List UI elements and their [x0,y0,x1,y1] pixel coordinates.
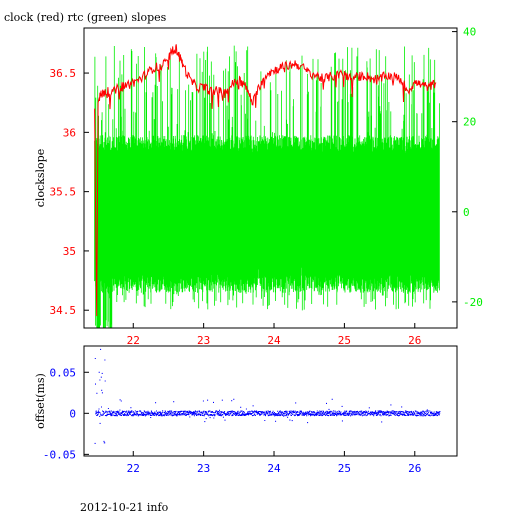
offset-axes: 22 23 24 25 26 -0.05 0 0.05 [43,366,422,475]
slopes-plot: 22 23 24 25 26 34.5 35 35.5 36 36.5 -20 0 20 40 clock… [34,26,483,347]
offset-xtick-label: 24 [267,462,281,475]
offset-xtick-label: 22 [127,462,140,475]
clock-series [94,44,437,317]
offset-ytick-label: -0.05 [43,448,76,461]
slopes-ytick-label: 34.5 [50,304,77,317]
slopes-ytick-label: 35.5 [50,186,77,199]
slopes-y2tick-label: 40 [463,26,476,39]
slopes-ytick-label: 35 [63,245,76,258]
rtc-series [94,45,440,328]
offset-series [94,348,441,444]
offset-xtick-label: 23 [197,462,210,475]
offset-xtick-label: 25 [338,462,351,475]
slopes-plot-frame [83,27,458,329]
slopes-y2tick-label: 0 [463,206,470,219]
slopes-xtick-label: 24 [267,334,281,347]
offset-xtick-label: 26 [408,462,421,475]
slopes-xtick-label: 22 [127,334,140,347]
offset-ylabel: offset(ms) [34,373,47,429]
rtc-noise [94,45,440,328]
offset-points [94,348,441,444]
slopes-y2tick-label: 20 [463,116,476,129]
offset-ytick-label: 0 [69,407,76,420]
slopes-axes: 22 23 24 25 26 34.5 35 35.5 36 36.5 -20 0 20 40 [50,26,483,347]
chart-title: clock (red) rtc (green) slopes [4,11,167,24]
slopes-ylabel: clockslope [34,149,47,207]
offset-plot-frame [83,345,458,457]
slopes-y2tick-label: -20 [463,296,483,309]
footer-date: 2012-10-21 info [80,501,169,512]
offset-ytick-label: 0.05 [50,366,77,379]
slopes-xtick-label: 26 [408,334,421,347]
slopes-xtick-label: 23 [197,334,210,347]
offset-plot: 22 23 24 25 26 -0.05 0 0.05 offset(ms) [34,345,458,475]
slopes-ytick-label: 36.5 [50,67,77,80]
slopes-ytick-label: 36 [63,126,76,139]
slopes-xtick-label: 25 [338,334,351,347]
